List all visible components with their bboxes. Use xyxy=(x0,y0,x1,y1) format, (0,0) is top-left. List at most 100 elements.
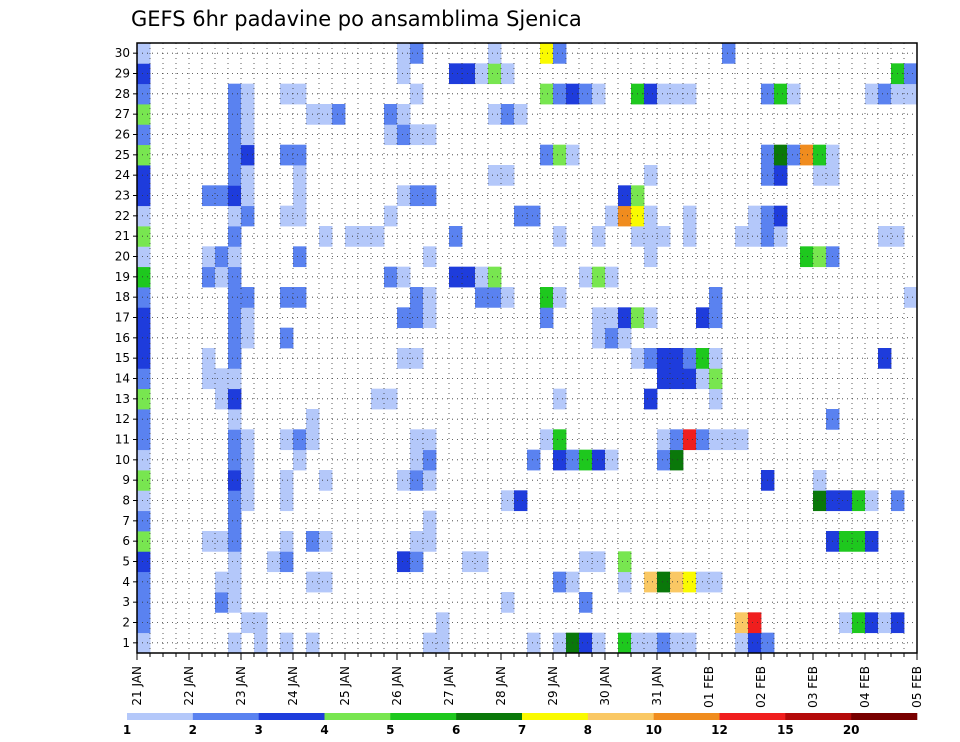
heat-cell xyxy=(553,43,567,64)
heat-cell xyxy=(644,246,658,268)
heat-cell xyxy=(748,632,762,654)
heat-cell xyxy=(787,83,801,105)
heat-cell xyxy=(605,205,619,227)
heat-cell xyxy=(137,165,151,186)
heat-cell xyxy=(228,307,242,329)
y-tick-label: 30 xyxy=(115,46,130,60)
heat-cell xyxy=(774,144,788,166)
heat-cell xyxy=(423,470,437,491)
heat-cell xyxy=(462,551,476,573)
x-axis: 21 JAN 22 JAN 23 JAN 24 JAN 25 JAN 26 JAN 27 J… xyxy=(130,653,924,708)
legend-label: 12 xyxy=(711,723,728,737)
heat-cell xyxy=(787,144,801,166)
heat-cell xyxy=(280,287,294,308)
heat-cell xyxy=(137,470,151,491)
heat-cell xyxy=(709,307,723,329)
heat-cell xyxy=(319,571,333,593)
heat-cell xyxy=(774,83,788,105)
heat-cell xyxy=(228,348,242,369)
heat-cell xyxy=(280,205,294,227)
heat-cell xyxy=(865,531,879,552)
heat-cell xyxy=(280,83,294,105)
legend-swatch xyxy=(719,713,786,720)
heat-cell xyxy=(228,287,242,308)
x-tick-label: 29 JAN xyxy=(546,666,560,706)
heat-cell xyxy=(592,307,606,329)
heat-cell xyxy=(514,104,528,125)
y-tick-label: 28 xyxy=(115,87,130,101)
heat-cell xyxy=(137,490,151,512)
heat-cell xyxy=(449,63,463,85)
heat-cell xyxy=(137,510,151,532)
heat-cell xyxy=(319,531,333,552)
heat-cell xyxy=(280,551,294,573)
heat-cell xyxy=(800,246,814,268)
y-tick-label: 3 xyxy=(122,595,130,609)
heat-cell xyxy=(137,185,151,207)
heat-cell xyxy=(605,307,619,329)
heat-cell xyxy=(410,43,424,64)
heat-cell xyxy=(644,165,658,186)
heat-cell xyxy=(683,83,697,105)
heat-cell xyxy=(410,83,424,105)
heat-cell xyxy=(293,205,307,227)
heat-cell xyxy=(137,104,151,125)
heat-cell xyxy=(644,83,658,105)
heat-cell xyxy=(657,83,671,105)
legend-swatch xyxy=(456,713,523,720)
heat-cell xyxy=(852,531,866,552)
heat-cell xyxy=(449,266,463,288)
legend-label: 5 xyxy=(386,723,394,737)
heat-cell xyxy=(228,104,242,125)
y-tick-label: 25 xyxy=(115,148,130,162)
heat-cell xyxy=(657,226,671,247)
x-tick-label: 21 JAN xyxy=(130,666,144,706)
heat-cell xyxy=(514,205,528,227)
legend-swatch xyxy=(522,713,589,720)
heat-cell xyxy=(228,490,242,512)
heat-cell xyxy=(215,531,229,552)
heat-cell xyxy=(670,368,684,390)
y-tick-label: 18 xyxy=(115,290,130,304)
heat-cell xyxy=(228,388,242,410)
heat-cell xyxy=(410,287,424,308)
heat-cell xyxy=(137,144,151,166)
legend-label: 20 xyxy=(843,723,860,737)
heat-cell xyxy=(618,327,632,349)
heat-cell xyxy=(644,307,658,329)
heat-cell xyxy=(137,43,151,64)
y-tick-label: 22 xyxy=(115,209,130,223)
heat-cell xyxy=(254,632,268,654)
heat-cell xyxy=(332,104,346,125)
heat-cell xyxy=(488,63,502,85)
heat-cell xyxy=(280,470,294,491)
x-tick-label: 03 FEB xyxy=(806,666,820,708)
heat-cell xyxy=(488,287,502,308)
heat-cell xyxy=(228,632,242,654)
heat-cell xyxy=(293,449,307,471)
heat-cell xyxy=(410,185,424,207)
heat-cell xyxy=(605,327,619,349)
heat-cell xyxy=(540,83,554,105)
heat-cell xyxy=(657,449,671,471)
legend-label: 2 xyxy=(189,723,197,737)
heat-cell xyxy=(735,612,749,634)
heat-cell xyxy=(137,124,151,146)
heat-cell xyxy=(228,165,242,186)
y-tick-label: 12 xyxy=(115,412,130,426)
heat-cell xyxy=(670,429,684,451)
heat-cell xyxy=(709,368,723,390)
heat-cell xyxy=(644,571,658,593)
heat-cell xyxy=(423,632,437,654)
legend-swatch xyxy=(258,713,325,720)
heat-cell xyxy=(618,307,632,329)
heat-cell xyxy=(397,348,411,369)
legend-swatch xyxy=(785,713,852,720)
legend-swatch xyxy=(390,713,457,720)
heat-cell xyxy=(865,83,879,105)
heat-cell xyxy=(137,612,151,634)
heat-cell xyxy=(657,429,671,451)
heat-cell xyxy=(618,551,632,573)
heat-cell xyxy=(839,612,853,634)
